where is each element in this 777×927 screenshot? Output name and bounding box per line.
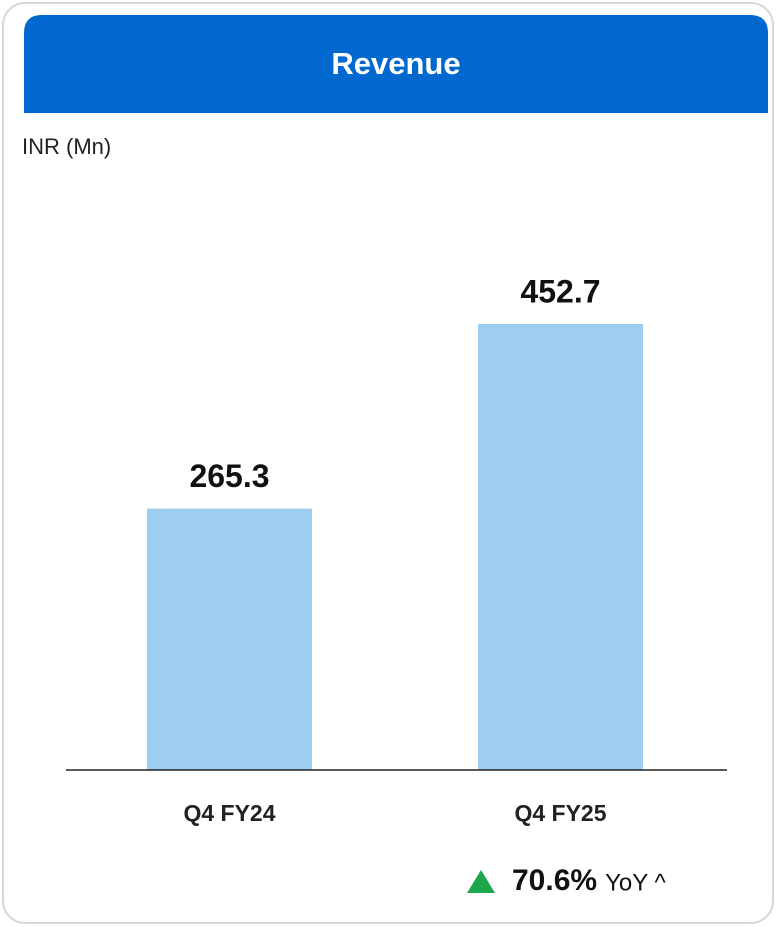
x-tick-label: Q4 FY24 [183,800,275,826]
up-arrow [467,870,495,893]
header [24,15,768,113]
x-tick-label: Q4 FY25 [514,800,606,826]
change-text: YoY ^ [605,869,666,896]
bar [147,508,312,770]
value-label: 265.3 [189,458,269,494]
chart-title: Revenue [331,46,460,81]
change-label: 70.6% [512,864,597,897]
value-label: 452.7 [520,273,600,309]
bar [478,324,643,770]
subtitle: INR (Mn) [22,134,111,159]
